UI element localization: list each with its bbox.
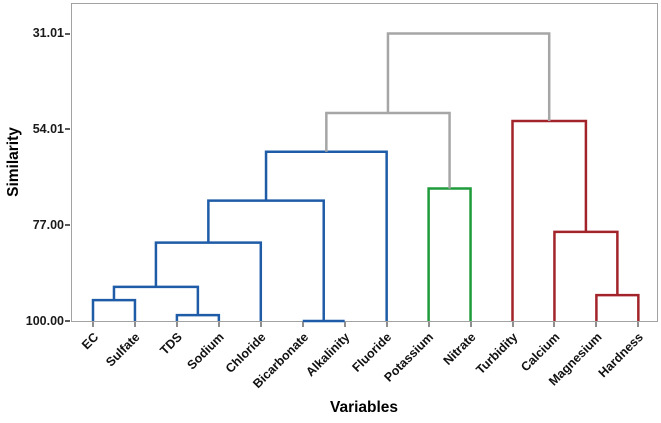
x-axis-tick: [92, 322, 94, 327]
dendrogram-link: [595, 293, 640, 321]
y-axis-tick: [65, 32, 70, 35]
x-axis-tick: [553, 322, 556, 327]
y-axis-tick-label: 54.01: [32, 121, 64, 136]
x-axis-tick: [385, 322, 388, 327]
plot-area: [71, 3, 658, 322]
x-axis-tick: [427, 322, 430, 327]
x-axis-tick: [637, 322, 640, 327]
dendrogram-plot: [91, 32, 640, 323]
dendrogram-link: [264, 150, 388, 321]
x-axis-tick: [133, 322, 136, 327]
dendrogram-link: [154, 241, 263, 321]
x-axis-leaf-label: EC: [78, 330, 101, 353]
y-axis-tick-label: 100.00: [25, 313, 64, 328]
x-axis-leaf-label: Hardness: [596, 330, 647, 381]
dendrogram-link: [207, 199, 325, 321]
x-axis-tick: [301, 322, 304, 327]
dendrogram-link: [386, 32, 551, 121]
x-axis-tick: [217, 322, 220, 327]
x-axis-leaf-label: Nitrate: [440, 330, 479, 368]
dendrogram-link: [553, 230, 619, 321]
x-axis-leaf-label: Turbidity: [473, 330, 521, 378]
y-axis-tick-label: 77.00: [32, 217, 64, 232]
x-axis-tick: [469, 322, 472, 327]
y-axis-title: Similarity: [5, 127, 22, 197]
x-axis-leaf-label: Sulfate: [103, 330, 143, 370]
x-axis-title: Variables: [329, 399, 399, 416]
x-axis-tick: [511, 322, 514, 327]
x-axis-leaf-label: TDS: [157, 330, 185, 358]
dendrogram-link: [175, 313, 221, 321]
x-axis-tick: [343, 322, 346, 327]
dendrogram-link: [91, 298, 137, 321]
x-axis-tick: [175, 322, 178, 327]
y-axis-tick: [65, 128, 70, 131]
dendrogram-link: [427, 187, 472, 321]
y-axis-tick-label: 31.01: [32, 26, 64, 40]
y-axis-tick: [65, 224, 70, 227]
y-axis-tick: [65, 320, 70, 322]
x-axis-tick: [595, 322, 598, 327]
dendrogram-link: [511, 119, 588, 321]
x-axis-leaf-label: Alkalinity: [303, 330, 353, 380]
x-axis-leaf-label: Sodium: [184, 330, 227, 373]
x-axis-tick: [259, 322, 262, 327]
